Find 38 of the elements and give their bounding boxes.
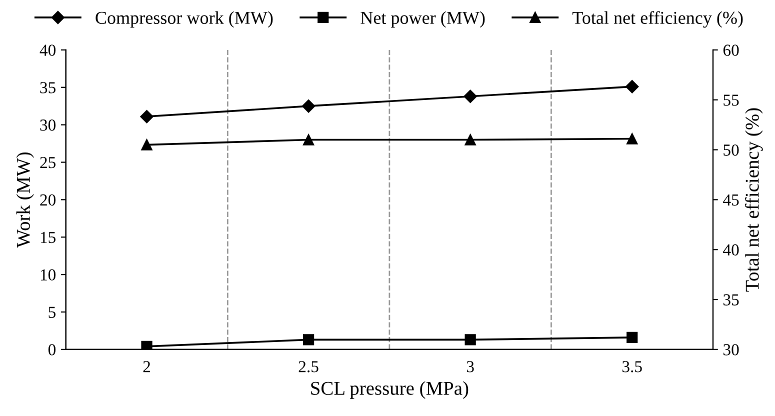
x-tick-label: 2 bbox=[143, 361, 150, 372]
y2-tick-label: 50 bbox=[724, 144, 739, 156]
legend-label: Total net efficiency (%) bbox=[572, 11, 743, 28]
point bbox=[140, 110, 154, 124]
point bbox=[626, 133, 638, 144]
point bbox=[626, 80, 639, 94]
x-tick-label: 3 bbox=[466, 361, 474, 372]
legend-label: Net power (MW) bbox=[360, 11, 485, 28]
y2-tick-label: 60 bbox=[723, 44, 739, 56]
y-tick-label: 35 bbox=[40, 82, 56, 94]
y-tick-label: 10 bbox=[40, 269, 56, 281]
y-tick-label: 15 bbox=[40, 232, 56, 244]
y2-axis-title: Total net efficiency (%) bbox=[744, 108, 763, 292]
y-tick-label: 40 bbox=[40, 44, 56, 56]
x-tick-label: 2.5 bbox=[298, 361, 318, 372]
point bbox=[464, 334, 476, 346]
y-tick-label: 25 bbox=[40, 156, 56, 168]
point bbox=[464, 134, 476, 146]
y-tick-label: 5 bbox=[48, 306, 56, 318]
y2-tick-label: 30 bbox=[724, 344, 739, 356]
y2-tick-label: 55 bbox=[724, 94, 739, 106]
y2-tick-label: 40 bbox=[723, 244, 739, 256]
y-tick-label: 0 bbox=[48, 344, 56, 356]
y-axis-title: Work (MW) bbox=[16, 152, 34, 248]
point bbox=[464, 90, 477, 103]
x-tick-label: 3.5 bbox=[622, 361, 642, 372]
point bbox=[141, 139, 152, 150]
y-tick-label: 20 bbox=[40, 194, 56, 206]
point bbox=[302, 334, 314, 346]
point bbox=[302, 134, 314, 146]
legend-label: Compressor work (MW) bbox=[96, 11, 273, 28]
y2-tick-label: 45 bbox=[723, 194, 739, 206]
x-axis-title: SCL pressure (MPa) bbox=[311, 381, 468, 399]
point bbox=[302, 99, 316, 113]
point bbox=[626, 332, 638, 344]
y2-tick-label: 35 bbox=[724, 294, 739, 306]
point bbox=[141, 340, 152, 350]
y-tick-label: 30 bbox=[40, 120, 56, 131]
